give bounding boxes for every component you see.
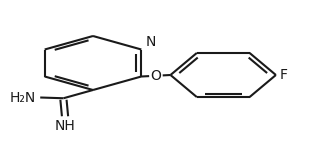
Text: O: O	[150, 69, 161, 83]
Text: NH: NH	[55, 119, 75, 133]
Text: H₂N: H₂N	[9, 90, 36, 105]
Text: F: F	[280, 68, 288, 82]
Text: N: N	[145, 35, 156, 49]
